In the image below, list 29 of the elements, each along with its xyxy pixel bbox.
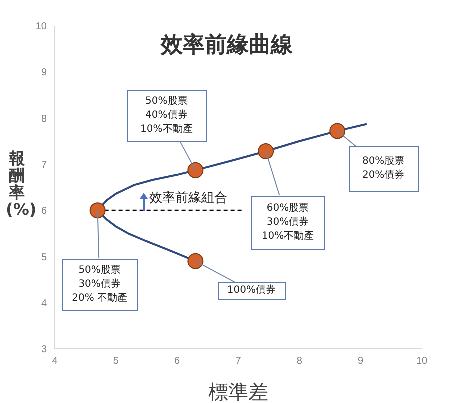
x-tick-label: 7 [236,356,242,368]
annotation: 效率前緣組合 [150,190,228,207]
point [258,144,274,160]
y-tick-label: 9 [41,68,48,79]
point [188,253,204,270]
x-tick-label: 9 [358,356,364,368]
x-tick-label: 6 [174,356,181,368]
y-tick-label: 7 [41,160,48,171]
annotation: 60%股票 30%債券 10%不動產 [251,196,326,250]
y-tick-label: 8 [41,114,48,125]
annotation: 80%股票 20%債券 [348,146,419,192]
x-tick-label: 5 [113,356,120,368]
y-axis-title: 報酬率(%) [6,149,37,219]
x-tick-label: 10 [416,356,428,368]
point [330,123,346,140]
point [188,162,204,178]
point [90,202,106,219]
annotation: 100%債券 [218,282,286,300]
y-tick-label: 4 [41,298,48,310]
y-tick-label: 10 [36,22,48,33]
x-tick-label: 8 [296,356,303,368]
y-tick-label: 3 [41,344,48,356]
annotation: 50%股票 30%債券 20% 不動產 [62,258,138,311]
y-tick-label: 5 [41,252,48,264]
y-tick-label: 6 [41,206,48,218]
x-axis-title: 標準差 [208,380,268,403]
annotation: 50%股票 40%債券 10%不動產 [126,90,207,142]
chart-title: 效率前緣曲線 [161,33,293,58]
x-tick-label: 4 [52,356,58,368]
